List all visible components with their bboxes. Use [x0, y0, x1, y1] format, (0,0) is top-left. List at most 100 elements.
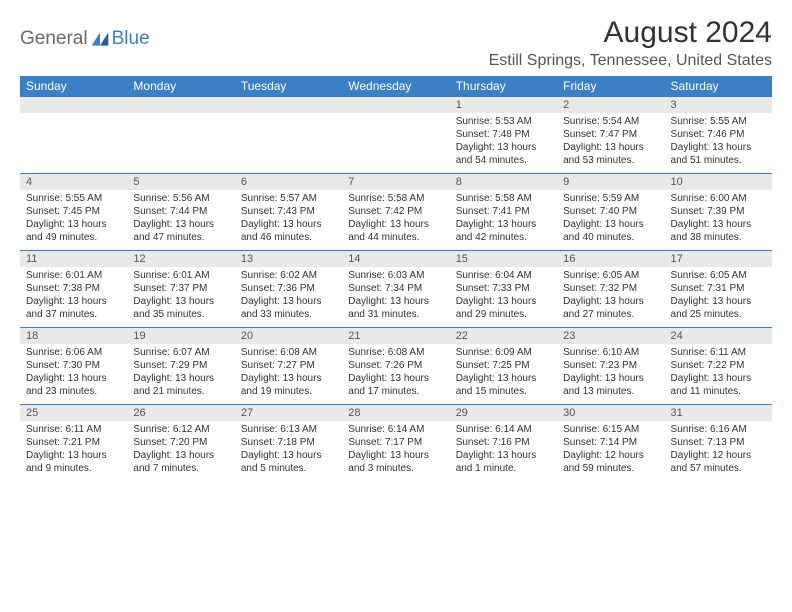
sunrise-line: Sunrise: 5:58 AM	[348, 192, 443, 205]
sunrise-line: Sunrise: 6:12 AM	[133, 423, 228, 436]
empty-daynum	[342, 97, 449, 113]
day-info: Sunrise: 6:14 AMSunset: 7:16 PMDaylight:…	[450, 421, 557, 481]
calendar-row: 11Sunrise: 6:01 AMSunset: 7:38 PMDayligh…	[20, 251, 772, 328]
daylight-line: Daylight: 13 hours and 21 minutes.	[133, 372, 228, 398]
daylight-line: Daylight: 13 hours and 3 minutes.	[348, 449, 443, 475]
day-info: Sunrise: 6:01 AMSunset: 7:38 PMDaylight:…	[20, 267, 127, 327]
month-title: August 2024	[489, 16, 772, 50]
day-info: Sunrise: 6:03 AMSunset: 7:34 PMDaylight:…	[342, 267, 449, 327]
day-number: 14	[342, 251, 449, 267]
day-number: 8	[450, 174, 557, 190]
daylight-line: Daylight: 13 hours and 33 minutes.	[241, 295, 336, 321]
calendar-cell: 4Sunrise: 5:55 AMSunset: 7:45 PMDaylight…	[20, 174, 127, 251]
day-info: Sunrise: 6:00 AMSunset: 7:39 PMDaylight:…	[665, 190, 772, 250]
day-info: Sunrise: 6:12 AMSunset: 7:20 PMDaylight:…	[127, 421, 234, 481]
day-info: Sunrise: 5:59 AMSunset: 7:40 PMDaylight:…	[557, 190, 664, 250]
sunset-line: Sunset: 7:37 PM	[133, 282, 228, 295]
sunset-line: Sunset: 7:44 PM	[133, 205, 228, 218]
calendar-cell: 28Sunrise: 6:14 AMSunset: 7:17 PMDayligh…	[342, 405, 449, 482]
day-info: Sunrise: 6:13 AMSunset: 7:18 PMDaylight:…	[235, 421, 342, 481]
day-number: 31	[665, 405, 772, 421]
sunset-line: Sunset: 7:23 PM	[563, 359, 658, 372]
daylight-line: Daylight: 13 hours and 37 minutes.	[26, 295, 121, 321]
brand-part1: General	[20, 28, 88, 50]
day-number: 24	[665, 328, 772, 344]
day-number: 9	[557, 174, 664, 190]
sunrise-line: Sunrise: 6:15 AM	[563, 423, 658, 436]
header: General Blue August 2024 Estill Springs,…	[20, 16, 772, 70]
daylight-line: Daylight: 13 hours and 13 minutes.	[563, 372, 658, 398]
calendar-cell: 26Sunrise: 6:12 AMSunset: 7:20 PMDayligh…	[127, 405, 234, 482]
sunrise-line: Sunrise: 6:06 AM	[26, 346, 121, 359]
calendar-cell: 12Sunrise: 6:01 AMSunset: 7:37 PMDayligh…	[127, 251, 234, 328]
day-number: 4	[20, 174, 127, 190]
sunset-line: Sunset: 7:41 PM	[456, 205, 551, 218]
sunrise-line: Sunrise: 6:05 AM	[671, 269, 766, 282]
location: Estill Springs, Tennessee, United States	[489, 52, 772, 70]
calendar-body: 1Sunrise: 5:53 AMSunset: 7:48 PMDaylight…	[20, 97, 772, 482]
calendar-cell: 14Sunrise: 6:03 AMSunset: 7:34 PMDayligh…	[342, 251, 449, 328]
calendar-cell: 2Sunrise: 5:54 AMSunset: 7:47 PMDaylight…	[557, 97, 664, 174]
day-number: 27	[235, 405, 342, 421]
calendar-cell	[127, 97, 234, 174]
daylight-line: Daylight: 13 hours and 7 minutes.	[133, 449, 228, 475]
daylight-line: Daylight: 12 hours and 59 minutes.	[563, 449, 658, 475]
day-info: Sunrise: 6:04 AMSunset: 7:33 PMDaylight:…	[450, 267, 557, 327]
empty-daynum	[235, 97, 342, 113]
day-number: 12	[127, 251, 234, 267]
sunset-line: Sunset: 7:17 PM	[348, 436, 443, 449]
daylight-line: Daylight: 13 hours and 53 minutes.	[563, 141, 658, 167]
brand-logo: General Blue	[20, 16, 150, 50]
day-number: 21	[342, 328, 449, 344]
daylight-line: Daylight: 13 hours and 19 minutes.	[241, 372, 336, 398]
calendar-row: 1Sunrise: 5:53 AMSunset: 7:48 PMDaylight…	[20, 97, 772, 174]
day-number: 15	[450, 251, 557, 267]
calendar-cell: 24Sunrise: 6:11 AMSunset: 7:22 PMDayligh…	[665, 328, 772, 405]
calendar-cell: 27Sunrise: 6:13 AMSunset: 7:18 PMDayligh…	[235, 405, 342, 482]
day-info: Sunrise: 5:57 AMSunset: 7:43 PMDaylight:…	[235, 190, 342, 250]
daylight-line: Daylight: 13 hours and 29 minutes.	[456, 295, 551, 321]
sunset-line: Sunset: 7:16 PM	[456, 436, 551, 449]
calendar-cell	[20, 97, 127, 174]
daylight-line: Daylight: 13 hours and 42 minutes.	[456, 218, 551, 244]
day-number: 29	[450, 405, 557, 421]
day-number: 3	[665, 97, 772, 113]
day-header: Sunday	[20, 76, 127, 97]
day-info: Sunrise: 6:16 AMSunset: 7:13 PMDaylight:…	[665, 421, 772, 481]
day-info: Sunrise: 6:05 AMSunset: 7:32 PMDaylight:…	[557, 267, 664, 327]
brand-part2: Blue	[112, 28, 150, 50]
sunset-line: Sunset: 7:14 PM	[563, 436, 658, 449]
day-info: Sunrise: 5:58 AMSunset: 7:41 PMDaylight:…	[450, 190, 557, 250]
sunset-line: Sunset: 7:36 PM	[241, 282, 336, 295]
day-info: Sunrise: 5:54 AMSunset: 7:47 PMDaylight:…	[557, 113, 664, 173]
calendar-cell: 1Sunrise: 5:53 AMSunset: 7:48 PMDaylight…	[450, 97, 557, 174]
day-info: Sunrise: 5:55 AMSunset: 7:45 PMDaylight:…	[20, 190, 127, 250]
day-header: Saturday	[665, 76, 772, 97]
calendar-cell: 20Sunrise: 6:08 AMSunset: 7:27 PMDayligh…	[235, 328, 342, 405]
sunset-line: Sunset: 7:46 PM	[671, 128, 766, 141]
day-number: 26	[127, 405, 234, 421]
day-number: 5	[127, 174, 234, 190]
daylight-line: Daylight: 13 hours and 27 minutes.	[563, 295, 658, 321]
daylight-line: Daylight: 13 hours and 11 minutes.	[671, 372, 766, 398]
sunset-line: Sunset: 7:39 PM	[671, 205, 766, 218]
day-header: Thursday	[450, 76, 557, 97]
sunset-line: Sunset: 7:45 PM	[26, 205, 121, 218]
sunrise-line: Sunrise: 6:10 AM	[563, 346, 658, 359]
daylight-line: Daylight: 13 hours and 15 minutes.	[456, 372, 551, 398]
calendar-cell: 8Sunrise: 5:58 AMSunset: 7:41 PMDaylight…	[450, 174, 557, 251]
day-info: Sunrise: 6:02 AMSunset: 7:36 PMDaylight:…	[235, 267, 342, 327]
daylight-line: Daylight: 13 hours and 23 minutes.	[26, 372, 121, 398]
sunrise-line: Sunrise: 5:58 AM	[456, 192, 551, 205]
daylight-line: Daylight: 13 hours and 5 minutes.	[241, 449, 336, 475]
calendar-cell	[235, 97, 342, 174]
empty-daynum	[20, 97, 127, 113]
day-number: 13	[235, 251, 342, 267]
day-info: Sunrise: 6:15 AMSunset: 7:14 PMDaylight:…	[557, 421, 664, 481]
sunset-line: Sunset: 7:29 PM	[133, 359, 228, 372]
sunrise-line: Sunrise: 5:55 AM	[26, 192, 121, 205]
calendar-table: SundayMondayTuesdayWednesdayThursdayFrid…	[20, 76, 772, 481]
daylight-line: Daylight: 12 hours and 57 minutes.	[671, 449, 766, 475]
day-info: Sunrise: 6:05 AMSunset: 7:31 PMDaylight:…	[665, 267, 772, 327]
day-number: 17	[665, 251, 772, 267]
